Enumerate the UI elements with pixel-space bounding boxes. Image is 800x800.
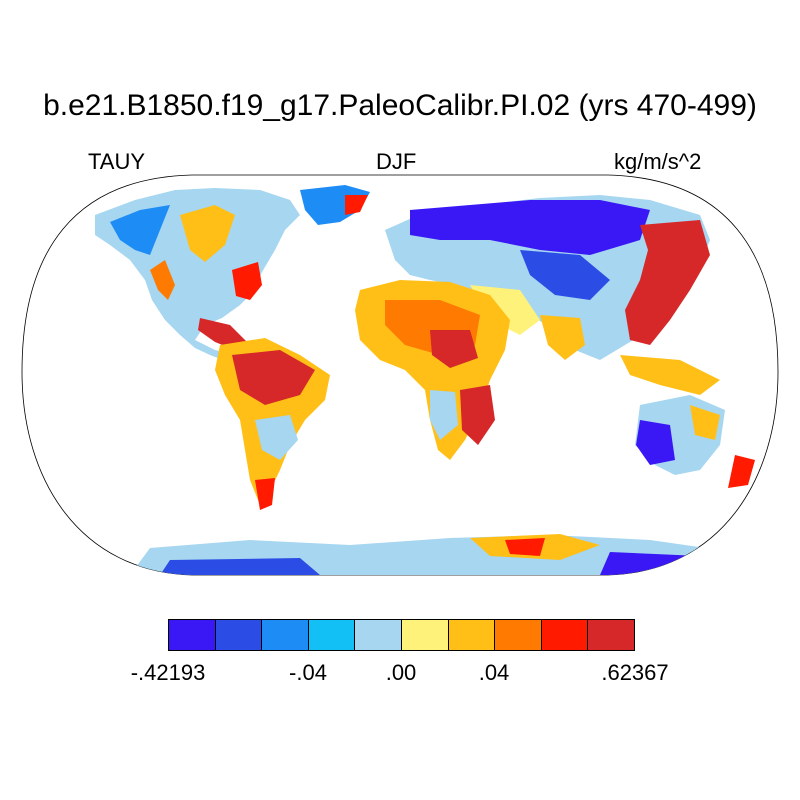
north-america-blue	[110, 205, 170, 255]
south-america-lightblue	[255, 415, 298, 460]
colorbar-label-zero: .00	[385, 660, 417, 685]
southern-africa-red	[460, 385, 495, 445]
colorbar-box-7	[448, 620, 496, 650]
africa-lightblue	[430, 390, 458, 440]
india-orange	[540, 315, 585, 360]
indonesia	[620, 355, 720, 395]
colorbar-box-4	[308, 620, 356, 650]
new-zealand	[728, 455, 755, 488]
east-asia-red	[625, 220, 710, 345]
antarctica-blue-east	[600, 552, 700, 575]
colorbar-box-3	[262, 620, 309, 650]
season-label: DJF	[376, 149, 417, 174]
australia-blue	[636, 420, 675, 465]
amazon-red	[232, 350, 315, 405]
colorbar-box-10	[588, 620, 634, 650]
siberia-blue	[410, 200, 650, 255]
variable-label: TAUY	[88, 149, 146, 174]
colorbar-box-9	[541, 620, 589, 650]
colorbar-box-6	[401, 620, 449, 650]
antarctica-red	[505, 538, 545, 556]
patagonia-red	[255, 478, 275, 510]
sahel-red	[430, 330, 478, 368]
colorbar-label-neg: -.04	[289, 660, 327, 685]
north-america-orange	[180, 205, 235, 262]
colorbar-box-1	[169, 620, 216, 650]
colorbar-label-max: .62367	[601, 660, 669, 685]
map-title: b.e21.B1850.f19_g17.PaleoCalibr.PI.02 (y…	[43, 89, 757, 122]
greenland-red	[345, 195, 368, 215]
colorbar-label-min: -.42193	[130, 660, 206, 685]
australia-orange	[690, 405, 720, 440]
us-east-red	[232, 262, 262, 300]
colorbar-box-2	[215, 620, 263, 650]
colorbar-box-5	[355, 620, 402, 650]
units-label: kg/m/s^2	[614, 149, 702, 174]
colorbar-label-pos: .04	[478, 660, 510, 685]
antarctica-blue	[160, 558, 320, 575]
central-asia-blue	[520, 250, 610, 300]
colorbar-box-8	[495, 620, 542, 650]
colorbar	[168, 619, 635, 651]
north-america-red	[150, 260, 175, 300]
